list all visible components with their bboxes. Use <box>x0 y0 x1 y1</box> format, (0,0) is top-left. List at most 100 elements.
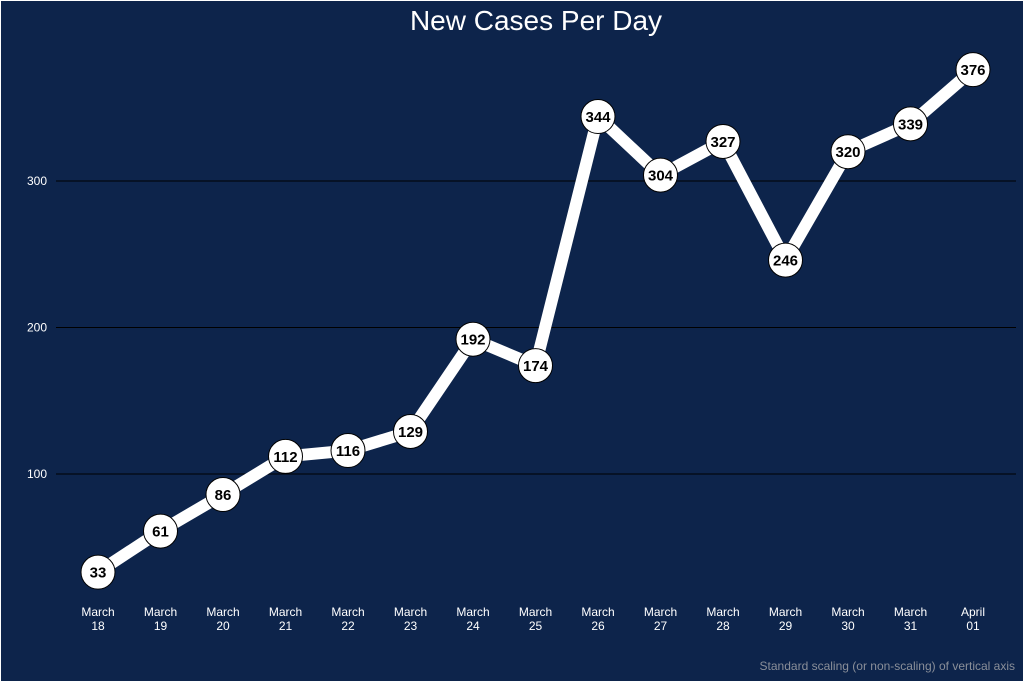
gridlines <box>56 180 1016 475</box>
data-label: 86 <box>215 487 232 504</box>
x-tick-day: 25 <box>529 619 543 633</box>
x-tick-month: March <box>581 605 614 619</box>
point-marker <box>643 157 678 193</box>
data-point: 304 <box>643 157 678 193</box>
data-point: 86 <box>205 477 241 513</box>
data-points: 33 61 86 112 116 129 192 174 344 304 327 246 320 339 3… <box>80 52 991 590</box>
x-tick-day: 30 <box>841 619 855 633</box>
data-label: 344 <box>585 109 611 126</box>
x-tick-day: 21 <box>279 619 293 633</box>
x-tick-month: April <box>961 605 985 619</box>
data-label: 246 <box>773 253 798 270</box>
x-tick-month: March <box>769 605 802 619</box>
x-tick-month: March <box>831 605 864 619</box>
data-point: 129 <box>393 414 428 450</box>
x-tick-day: 23 <box>404 619 418 633</box>
x-tick-month: March <box>394 605 427 619</box>
data-point: 320 <box>830 134 866 170</box>
point-marker <box>705 123 741 159</box>
data-point: 327 <box>705 123 741 159</box>
x-tick-month: March <box>706 605 739 619</box>
point-marker <box>768 242 803 278</box>
y-tick-label: 200 <box>27 321 47 335</box>
x-tick-month: March <box>331 605 364 619</box>
x-tick-day: 28 <box>716 619 730 633</box>
x-tick-day: 22 <box>341 619 355 633</box>
data-point: 61 <box>143 513 178 549</box>
x-tick-month: March <box>144 605 177 619</box>
y-tick-label: 100 <box>27 467 47 481</box>
point-marker <box>143 513 178 549</box>
point-marker <box>518 348 553 384</box>
x-tick-day: 27 <box>654 619 668 633</box>
x-tick-month: March <box>644 605 677 619</box>
x-tick-day: 19 <box>154 619 168 633</box>
x-tick-month: March <box>894 605 927 619</box>
x-tick-day: 26 <box>591 619 605 633</box>
point-marker <box>393 414 428 450</box>
data-label: 327 <box>710 134 735 151</box>
data-label: 112 <box>273 449 297 466</box>
data-label: 376 <box>960 62 985 79</box>
data-label: 174 <box>523 358 549 375</box>
point-marker <box>830 134 866 170</box>
data-point: 116 <box>330 433 366 469</box>
point-marker <box>80 554 116 590</box>
data-point: 174 <box>518 348 553 384</box>
data-label: 116 <box>336 443 360 460</box>
data-label: 61 <box>152 524 169 541</box>
point-marker <box>268 438 303 474</box>
data-label: 339 <box>898 116 923 133</box>
data-point: 344 <box>580 99 616 135</box>
chart-caption: Standard scaling (or non-scaling) of ver… <box>759 659 1015 673</box>
x-tick-day: 24 <box>466 619 480 633</box>
x-tick-day: 31 <box>904 619 918 633</box>
x-tick-month: March <box>456 605 489 619</box>
point-marker <box>893 106 928 142</box>
point-marker <box>955 52 991 88</box>
data-point: 112 <box>268 438 303 474</box>
y-tick-label: 300 <box>27 174 47 188</box>
data-point: 339 <box>893 106 928 142</box>
data-label: 129 <box>398 424 423 441</box>
x-tick-month: March <box>81 605 114 619</box>
data-point: 246 <box>768 242 803 278</box>
data-label: 320 <box>835 144 860 161</box>
data-point: 192 <box>455 321 491 357</box>
data-point: 376 <box>955 52 991 88</box>
x-tick-day: 18 <box>91 619 105 633</box>
point-marker <box>330 433 366 469</box>
x-tick-month: March <box>206 605 239 619</box>
x-tick-day: 20 <box>216 619 230 633</box>
chart-title: New Cases Per Day <box>409 5 663 36</box>
y-axis-ticks: 100 200 300 <box>27 174 47 481</box>
data-label: 33 <box>90 565 107 582</box>
data-label: 192 <box>460 332 485 349</box>
point-marker <box>455 321 491 357</box>
point-marker <box>580 99 616 135</box>
point-marker <box>205 477 241 513</box>
x-tick-day: 01 <box>966 619 980 633</box>
data-point: 33 <box>80 554 116 590</box>
x-tick-month: March <box>519 605 552 619</box>
x-axis-ticks: March18March19March20March21March22March… <box>81 605 985 633</box>
data-label: 304 <box>648 168 674 185</box>
x-tick-day: 29 <box>779 619 793 633</box>
